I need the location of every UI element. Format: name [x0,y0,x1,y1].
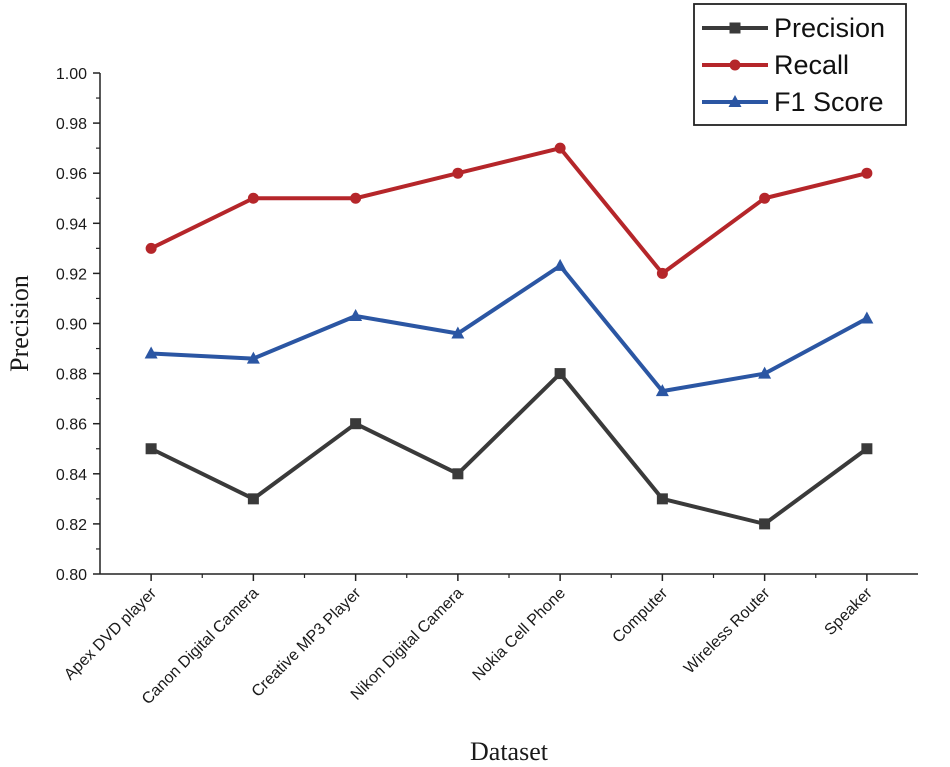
x-tick-label: Nokia Cell Phone [470,585,570,685]
data-point-precision [350,418,362,430]
legend-label: F1 Score [774,87,884,117]
data-point-recall [759,192,771,204]
y-tick-label: 0.82 [56,517,87,534]
y-ticks: 0.80 0.82 0.84 0.86 0.88 0.90 0.92 0.94 0.96 0.98… [56,66,100,584]
y-tick-label: 1.00 [56,66,87,83]
legend-marker-recall [729,59,741,71]
x-tick-label: Creative MP3 Player [249,584,365,700]
y-tick-label: 0.96 [56,166,87,183]
y-tick-label: 0.92 [56,266,87,283]
legend-item-f1-score: F1 Score [702,87,884,117]
data-point-recall [145,242,157,254]
x-tick-label: Computer [610,584,672,646]
x-tick-label: Wireless Router [681,584,774,677]
x-tick-label: Canon Digital Camera [139,585,262,708]
series-precision [145,368,873,530]
data-point-f1-score [144,346,158,359]
data-point-f1-score [860,311,874,324]
legend-marker-precision [729,22,741,34]
y-tick-label: 0.80 [56,567,87,584]
y-tick-label: 0.84 [56,467,87,484]
x-tick-label: Apex DVD player [61,584,160,683]
series-line-f1-score [151,263,868,394]
x-tick-label: Speaker [822,584,877,639]
series-f1-score [144,258,874,397]
legend: Precision Recall F1 Score [693,3,907,126]
data-point-recall [247,192,259,204]
series-recall [145,142,873,279]
data-point-f1-score [553,258,567,271]
x-tick-label: Nikon Digital Camera [348,585,467,704]
y-tick-label: 0.88 [56,367,87,384]
legend-label: Recall [774,50,849,80]
y-tick-label: 0.94 [56,216,87,233]
y-tick-label: 0.86 [56,417,87,434]
data-point-recall [452,167,464,179]
y-tick-label: 0.98 [56,116,87,133]
series-line-precision [150,371,869,526]
data-point-recall [350,192,362,204]
legend-item-precision: Precision [702,13,885,43]
legend-label: Precision [774,13,885,43]
data-point-f1-score [349,308,363,321]
data-point-precision [861,443,873,455]
data-point-precision [247,493,259,505]
series-layer [144,142,874,530]
y-axis-title: Precision [5,275,34,372]
data-point-recall [554,142,566,154]
data-point-f1-score [655,384,669,397]
data-point-recall [656,267,668,279]
data-point-precision [656,493,668,505]
axes [99,73,918,575]
data-point-precision [452,468,464,480]
data-point-recall [861,167,873,179]
data-point-precision [759,518,771,530]
legend-item-recall: Recall [702,50,849,80]
data-point-precision [145,443,157,455]
series-line-recall [150,146,868,276]
x-axis-title: Dataset [470,737,549,766]
data-point-precision [554,368,566,380]
y-tick-label: 0.90 [56,317,87,334]
data-point-f1-score [246,351,260,364]
legend-marker-f1-score [728,95,742,107]
data-point-f1-score [758,366,772,379]
data-point-f1-score [451,326,465,339]
